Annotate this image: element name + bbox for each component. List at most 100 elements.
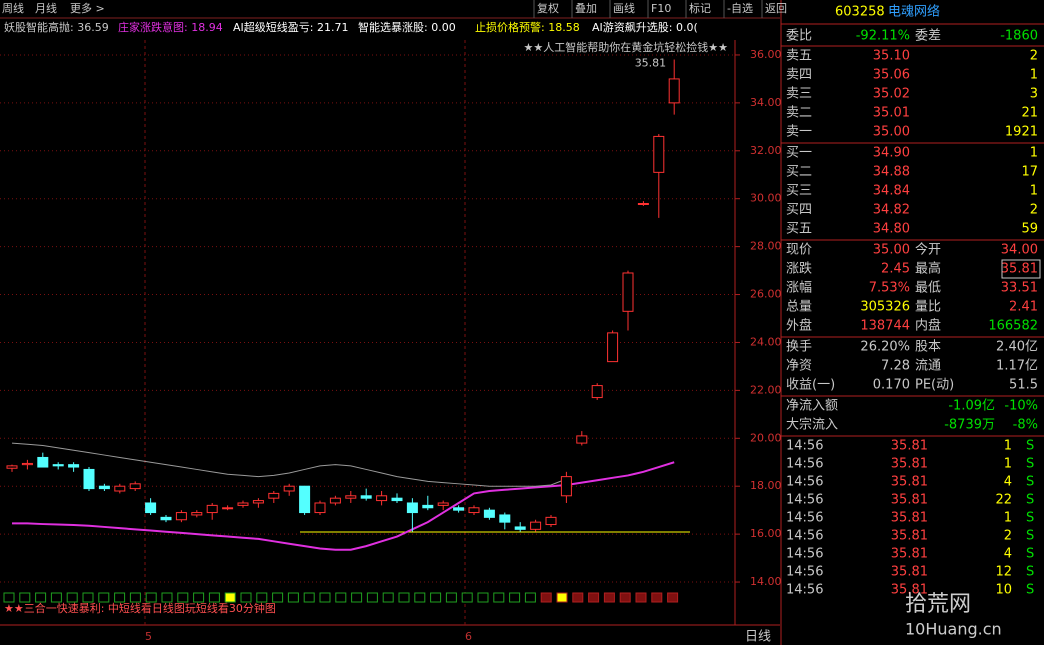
panel-text: 2 — [1030, 49, 1038, 64]
footer-note: ★★三合一快速暴利: 中短线看日线图玩短线看30分钟图 — [4, 601, 276, 615]
panel-text: 21 — [1021, 106, 1038, 121]
y-tick-label: 24.00 — [750, 335, 782, 348]
indicator: 智能选暴涨股: 0.00 — [358, 20, 456, 34]
indicator-line — [11, 442, 567, 487]
panel-text: 卖四 — [786, 68, 812, 83]
panel-text: -1860 — [1000, 29, 1038, 44]
signal-square — [208, 592, 220, 603]
toolbar-button[interactable]: 返回 — [765, 2, 787, 15]
panel-text: -1.09亿 — [948, 399, 995, 414]
candle-body — [252, 500, 264, 504]
panel-text: 35.00 — [873, 125, 910, 140]
panel-text: 2.40亿 — [996, 340, 1038, 355]
signal-square — [509, 592, 521, 603]
candle-body — [406, 502, 418, 514]
toolbar-button[interactable]: F10 — [651, 2, 671, 15]
panel-text: 1921 — [1005, 125, 1038, 140]
candle-body — [98, 485, 110, 490]
signal-square — [414, 592, 426, 603]
signal-square — [445, 592, 457, 603]
panel-text: 34.82 — [873, 203, 910, 218]
panel-text: 305326 — [860, 300, 910, 315]
panel-text: 净流入额 — [786, 399, 838, 414]
candle-body — [360, 495, 372, 499]
panel-text: 净资 — [786, 359, 812, 374]
signal-square — [129, 592, 141, 603]
watermark: 10Huang.cn — [905, 620, 1002, 639]
panel-text: 35.81 — [891, 565, 928, 580]
candle-body — [622, 272, 634, 312]
toolbar-button[interactable]: 叠加 — [575, 2, 597, 15]
signal-square — [82, 592, 94, 603]
candle-body — [345, 495, 357, 499]
toolbar-button[interactable]: 月线 — [35, 1, 57, 15]
signal-square — [461, 592, 473, 603]
candle-body — [175, 512, 187, 521]
panel-text: 34.80 — [873, 222, 910, 237]
panel-text: 收益(一) — [786, 378, 835, 393]
panel-text: 委比 — [786, 29, 812, 44]
candle-body — [191, 512, 203, 516]
candle-body — [37, 456, 49, 468]
y-tick-label: 14.00 — [750, 575, 782, 588]
panel-text: 12 — [995, 565, 1012, 580]
toolbar-button[interactable]: -自选 — [727, 2, 753, 15]
panel-text: 卖三 — [786, 87, 812, 102]
panel-text: 34.90 — [873, 146, 910, 161]
signal-square — [319, 592, 331, 603]
panel-text: -8% — [1013, 418, 1038, 433]
toolbar-button[interactable]: 标记 — [689, 1, 711, 15]
panel-text: 14:56 — [786, 475, 823, 490]
signal-square — [366, 592, 378, 603]
panel-text: 35.81 — [891, 547, 928, 562]
candle-body — [6, 465, 18, 469]
toolbar-button[interactable]: 周线 — [2, 1, 24, 15]
candle-body — [160, 516, 172, 521]
panel-text: 总量 — [786, 300, 812, 315]
panel-text: 34.84 — [873, 184, 910, 199]
panel-text: 2.45 — [881, 262, 910, 277]
signal-square — [287, 592, 299, 603]
panel-text: 10 — [995, 583, 1012, 598]
y-tick-label: 30.00 — [750, 192, 782, 205]
panel-text: 2 — [1030, 203, 1038, 218]
panel-text: 今开 — [915, 242, 941, 258]
indicator: 庄家涨跌意图: 18.94 — [118, 20, 223, 34]
panel-text: 33.51 — [1001, 281, 1038, 296]
candle-body — [329, 497, 341, 504]
candle-body — [314, 502, 326, 514]
panel-text: S — [1026, 529, 1034, 544]
panel-text: 买一 — [786, 146, 812, 161]
panel-text: 35.81 — [891, 475, 928, 490]
panel-text: 0.170 — [873, 378, 910, 393]
signal-square — [651, 592, 663, 603]
panel-text: -8739万 — [944, 418, 995, 433]
panel-text: S — [1026, 493, 1034, 508]
toolbar-button[interactable]: 更多 > — [70, 1, 105, 15]
toolbar-button[interactable]: 复权 — [537, 1, 559, 15]
candle-body — [607, 332, 619, 363]
candle-body — [268, 492, 280, 499]
panel-text: 流通 — [915, 359, 941, 374]
panel-text: 1 — [1004, 511, 1012, 526]
panel-text: 1 — [1004, 457, 1012, 472]
signal-square — [272, 592, 284, 603]
panel-text: 14:56 — [786, 547, 823, 562]
panel-text: 35.81 — [891, 583, 928, 598]
panel-text: S — [1026, 511, 1034, 526]
panel-text: 34.00 — [1001, 243, 1038, 258]
candle-body — [468, 507, 480, 514]
toolbar-button[interactable]: 画线 — [613, 1, 635, 15]
panel-text: 大宗流入 — [786, 417, 838, 433]
panel-text: 外盘 — [786, 318, 812, 334]
signal-square — [493, 592, 505, 603]
panel-text: 35.02 — [873, 87, 910, 102]
panel-text: 14:56 — [786, 493, 823, 508]
candle-body — [114, 485, 126, 492]
panel-text: 51.5 — [1009, 378, 1038, 393]
panel-text: 最低 — [915, 281, 941, 296]
indicator: AI超级短线盈亏: 21.71 — [233, 20, 348, 34]
candle-body — [422, 504, 434, 509]
